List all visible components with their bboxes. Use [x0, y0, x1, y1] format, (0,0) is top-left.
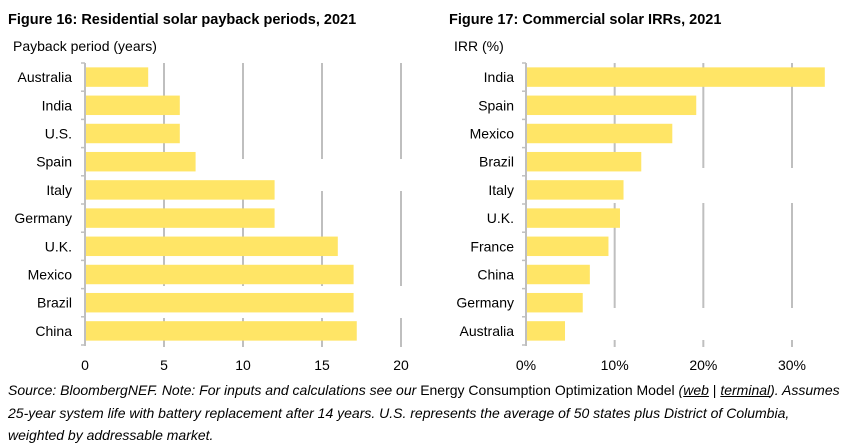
category-label: Mexico [470, 126, 515, 142]
bar-germany [526, 292, 583, 313]
bar-australia [85, 67, 149, 87]
gridline-gap [241, 159, 245, 191]
x-tick-label: 20 [393, 357, 409, 373]
bar-brazil [526, 151, 642, 172]
link-terminal[interactable]: terminal [720, 382, 771, 398]
footnote-source: Source: BloombergNEF. Note: For inputs a… [8, 382, 421, 398]
figure-16-axis-title: Payback period (years) [13, 38, 157, 54]
bar-italy [85, 180, 275, 200]
category-label: China [35, 323, 72, 339]
bar-spain [85, 151, 196, 172]
gridline-gap [399, 286, 403, 318]
category-label: Brazil [479, 154, 514, 170]
category-label: U.K. [487, 210, 514, 226]
category-label: China [477, 267, 514, 283]
category-label: Spain [36, 154, 72, 170]
bar-uk [85, 236, 338, 257]
bar-australia [526, 321, 566, 341]
x-tick-label: 10% [601, 357, 629, 373]
gridline-gap [399, 159, 403, 191]
footnote-model-name: Energy Consumption Optimization Model [420, 382, 675, 398]
gridline-gap [162, 159, 166, 191]
category-label: Italy [488, 182, 514, 198]
category-label: India [484, 69, 515, 85]
category-label: Mexico [28, 267, 73, 283]
category-label: Germany [456, 295, 514, 311]
footnote-paren-close: ). [770, 382, 779, 398]
gridline-gap [701, 308, 706, 340]
bar-india [85, 95, 180, 116]
bar-brazil [85, 292, 354, 313]
x-tick-label: 0 [81, 357, 89, 373]
figure-16-title: Figure 16: Residential solar payback per… [8, 12, 357, 28]
footnote-notes: Assumes 25-year system life with battery… [8, 382, 840, 443]
category-label: U.S. [45, 126, 72, 142]
gridline-gap [320, 159, 324, 191]
gridline-gap [612, 308, 617, 340]
category-label: Italy [46, 182, 72, 198]
bar-china [85, 321, 357, 341]
category-label: Australia [18, 69, 73, 85]
figure-17-axis-title: IRR (%) [454, 38, 504, 54]
category-label: U.K. [45, 238, 72, 254]
footnote-separator: | [708, 382, 721, 398]
x-tick-label: 5 [160, 357, 168, 373]
bar-mexico [85, 264, 354, 285]
x-tick-label: 20% [689, 357, 717, 373]
category-label: Germany [14, 210, 72, 226]
figure-16-chart: Australia India U.S. Spain Italy Germany U.K. M… [14, 62, 409, 373]
bar-france [526, 236, 609, 257]
bar-mexico [526, 123, 673, 144]
x-tick-label: 30% [778, 357, 806, 373]
link-web[interactable]: web [683, 382, 709, 398]
footnote: Source: BloombergNEF. Note: For inputs a… [8, 379, 848, 447]
gridline-gap [701, 168, 706, 203]
category-label: Australia [460, 323, 515, 339]
footnote-paren-open: ( [674, 382, 684, 398]
bar-uk [526, 208, 620, 228]
bar-spain [526, 95, 697, 116]
bar-germany [85, 208, 275, 228]
category-label: Brazil [37, 295, 72, 311]
bar-us [85, 123, 180, 144]
category-label: India [42, 97, 73, 113]
bar-china [526, 264, 590, 285]
x-tick-label: 10 [235, 357, 251, 373]
gridline-gap [790, 308, 794, 340]
gridline-gap [790, 168, 794, 203]
x-tick-label: 15 [314, 357, 330, 373]
figure-17-title: Figure 17: Commercial solar IRRs, 2021 [449, 12, 722, 28]
category-label: France [470, 238, 514, 254]
bar-italy [526, 180, 624, 200]
figure-17-chart: India Spain Mexico Brazil Italy U.K. France Chi… [456, 62, 825, 373]
category-label: Spain [478, 97, 514, 113]
x-tick-label: 0% [516, 357, 536, 373]
bar-india [526, 67, 825, 87]
